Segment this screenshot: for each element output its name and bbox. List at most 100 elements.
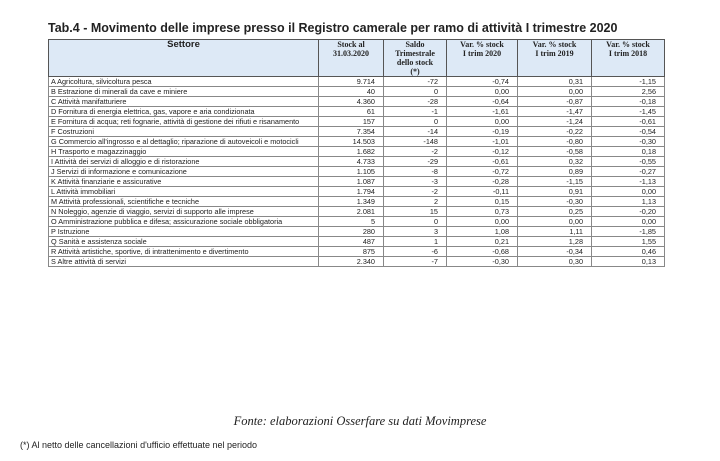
value-cell: -0,22 xyxy=(517,126,592,137)
value-cell: -3 xyxy=(383,176,447,187)
sector-cell: D Fornitura di energia elettrica, gas, v… xyxy=(48,106,319,117)
value-cell: 14.503 xyxy=(318,136,384,147)
value-cell: 9.714 xyxy=(318,76,384,87)
value-cell: -8 xyxy=(383,166,447,177)
sector-cell: R Attività artistiche, sportive, di intr… xyxy=(48,246,319,257)
sector-cell: I Attività dei servizi di alloggio e di … xyxy=(48,156,319,167)
value-cell: 157 xyxy=(318,116,384,127)
value-cell: -0,30 xyxy=(591,136,665,147)
value-cell: -7 xyxy=(383,256,447,267)
value-cell: -0,30 xyxy=(517,196,592,207)
value-cell: 2 xyxy=(383,196,447,207)
value-cell: -1,47 xyxy=(517,106,592,117)
sector-cell: S Altre attività di servizi xyxy=(48,256,319,267)
sector-cell: O Amministrazione pubblica e difesa; ass… xyxy=(48,216,319,227)
header-cell: Stock al 31.03.2020 xyxy=(318,39,384,77)
value-cell: -2 xyxy=(383,186,447,197)
value-cell: -1,01 xyxy=(446,136,518,147)
value-cell: 1,11 xyxy=(517,226,592,237)
value-cell: 0,15 xyxy=(446,196,518,207)
header-row: Settore Stock al 31.03.2020 Saldo Trimestr… xyxy=(48,39,665,77)
value-cell: -1,85 xyxy=(591,226,665,237)
value-cell: 0,91 xyxy=(517,186,592,197)
value-cell: 1.682 xyxy=(318,146,384,157)
table-row: E Fornitura di acqua; reti fognarie, att… xyxy=(48,116,665,127)
sector-cell: P Istruzione xyxy=(48,226,319,237)
table-row: J Servizi di informazione e comunicazion… xyxy=(48,166,665,177)
value-cell: 1,08 xyxy=(446,226,518,237)
value-cell: -1,45 xyxy=(591,106,665,117)
value-cell: -0,19 xyxy=(446,126,518,137)
table-title: Tab.4 - Movimento delle imprese presso i… xyxy=(48,21,618,35)
value-cell: -0,61 xyxy=(591,116,665,127)
sector-cell: J Servizi di informazione e comunicazion… xyxy=(48,166,319,177)
value-cell: 0,13 xyxy=(591,256,665,267)
value-cell: -14 xyxy=(383,126,447,137)
header-cell: Saldo Trimestrale dello stock (*) xyxy=(383,39,447,77)
table-row: B Estrazione di minerali da cave e minie… xyxy=(48,86,665,97)
value-cell: -0,74 xyxy=(446,76,518,87)
value-cell: -0,68 xyxy=(446,246,518,257)
value-cell: 1.794 xyxy=(318,186,384,197)
value-cell: 0,00 xyxy=(591,186,665,197)
value-cell: -0,30 xyxy=(446,256,518,267)
sector-cell: H Trasporto e magazzinaggio xyxy=(48,146,319,157)
value-cell: 280 xyxy=(318,226,384,237)
value-cell: 2,56 xyxy=(591,86,665,97)
value-cell: -0,61 xyxy=(446,156,518,167)
data-table: Settore Stock al 31.03.2020 Saldo Trimestr… xyxy=(48,39,665,267)
value-cell: -0,20 xyxy=(591,206,665,217)
value-cell: 15 xyxy=(383,206,447,217)
value-cell: 1 xyxy=(383,236,447,247)
value-cell: 0,30 xyxy=(517,256,592,267)
value-cell: 0 xyxy=(383,116,447,127)
sector-cell: E Fornitura di acqua; reti fognarie, att… xyxy=(48,116,319,127)
sector-cell: B Estrazione di minerali da cave e minie… xyxy=(48,86,319,97)
table-row: Q Sanità e assistenza sociale 487 1 0,21 1,2… xyxy=(48,236,665,247)
table-row: S Altre attività di servizi 2.340 -7 -0,30 0… xyxy=(48,256,665,267)
value-cell: 875 xyxy=(318,246,384,257)
table-row: C Attività manifatturiere 4.360 -28 -0,64 -0… xyxy=(48,96,665,107)
value-cell: 0,21 xyxy=(446,236,518,247)
table-row: F Costruzioni 7.354 -14 -0,19 -0,22 -0,54 xyxy=(48,126,665,137)
sector-cell: K Attività finanziarie e assicurative xyxy=(48,176,319,187)
value-cell: -0,28 xyxy=(446,176,518,187)
table-row: L Attività immobiliari 1.794 -2 -0,11 0,91 0,… xyxy=(48,186,665,197)
value-cell: -1,15 xyxy=(517,176,592,187)
value-cell: 2.081 xyxy=(318,206,384,217)
value-cell: 0,00 xyxy=(517,216,592,227)
value-cell: -0,12 xyxy=(446,146,518,157)
sector-cell: M Attività professionali, scientifiche e… xyxy=(48,196,319,207)
value-cell: -1,61 xyxy=(446,106,518,117)
value-cell: 61 xyxy=(318,106,384,117)
sector-cell: Q Sanità e assistenza sociale xyxy=(48,236,319,247)
value-cell: 1,28 xyxy=(517,236,592,247)
value-cell: 7.354 xyxy=(318,126,384,137)
header-cell: Var. % stock I trim 2020 xyxy=(446,39,518,77)
table-row: I Attività dei servizi di alloggio e di … xyxy=(48,156,665,167)
header-cell: Var. % stock I trim 2018 xyxy=(591,39,665,77)
source-note: Fonte: elaborazioni Osserfare su dati Mo… xyxy=(233,414,487,428)
value-cell: -6 xyxy=(383,246,447,257)
value-cell: 4.360 xyxy=(318,96,384,107)
sector-cell: N Noleggio, agenzie di viaggio, servizi … xyxy=(48,206,319,217)
value-cell: -1,15 xyxy=(591,76,665,87)
value-cell: -72 xyxy=(383,76,447,87)
value-cell: 0 xyxy=(383,86,447,97)
value-cell: 0,18 xyxy=(591,146,665,157)
value-cell: 1,55 xyxy=(591,236,665,247)
sector-cell: L Attività immobiliari xyxy=(48,186,319,197)
value-cell: -0,18 xyxy=(591,96,665,107)
value-cell: 1.349 xyxy=(318,196,384,207)
value-cell: 1.105 xyxy=(318,166,384,177)
value-cell: 2.340 xyxy=(318,256,384,267)
value-cell: -0,54 xyxy=(591,126,665,137)
header-cell: Var. % stock I trim 2019 xyxy=(517,39,592,77)
table-row: A Agricoltura, silvicoltura pesca 9.714 -7… xyxy=(48,76,665,87)
table-row: P Istruzione 280 3 1,08 1,11 -1,85 xyxy=(48,226,665,237)
value-cell: 3 xyxy=(383,226,447,237)
sector-cell: G Commercio all'ingrosso e al dettaglio;… xyxy=(48,136,319,147)
table-row: M Attività professionali, scientifiche e… xyxy=(48,196,665,207)
value-cell: 0,00 xyxy=(446,216,518,227)
value-cell: 1.087 xyxy=(318,176,384,187)
